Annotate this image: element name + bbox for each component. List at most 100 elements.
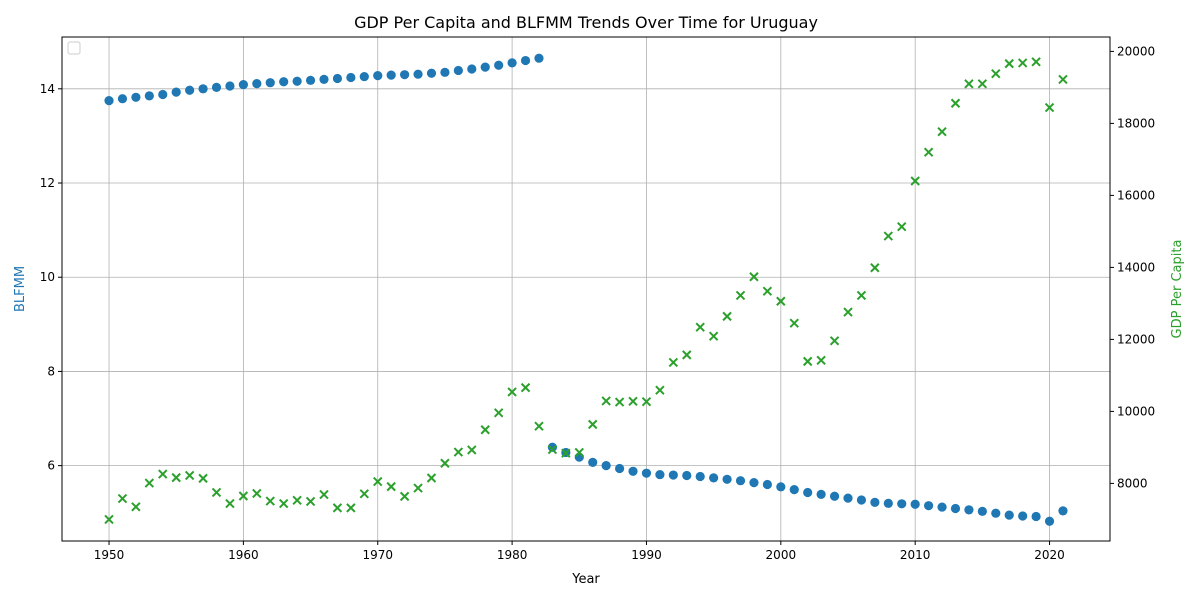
blfmm-point <box>265 78 275 88</box>
left-y-tick-label: 6 <box>47 459 55 473</box>
blfmm-point <box>131 92 141 102</box>
plot-area-frame <box>61 36 1111 542</box>
blfmm-point <box>924 501 934 511</box>
blfmm-point <box>829 491 840 501</box>
blfmm-point <box>440 67 450 77</box>
right-y-tick-label: 8000 <box>1117 476 1148 490</box>
blfmm-point <box>709 473 719 483</box>
blfmm-point <box>870 497 880 507</box>
right-y-tick-label: 16000 <box>1117 188 1155 202</box>
gdp-point <box>991 69 1001 79</box>
blfmm-point <box>762 479 772 490</box>
gdp-point <box>373 476 383 487</box>
right-y-axis-ticks: 8000 10000 12000 14000 16000 18000 20000 <box>1110 44 1155 490</box>
gdp-point <box>225 498 235 509</box>
x-tick-label: 2020 <box>1034 548 1065 562</box>
x-axis-ticks: 1950 1960 1970 1980 1990 2000 2010 2020 <box>94 541 1065 562</box>
gdp-point <box>238 491 249 501</box>
blfmm-point <box>776 482 786 492</box>
blfmm-point <box>171 87 181 97</box>
gdp-point <box>829 336 840 346</box>
blfmm-point <box>856 495 867 505</box>
left-y-tick-label: 12 <box>40 176 55 190</box>
gdp-point <box>413 483 423 493</box>
gdp-point <box>561 448 571 458</box>
gdp-point <box>480 425 490 435</box>
gdp-point <box>923 147 934 157</box>
blfmm-point <box>1018 511 1028 521</box>
blfmm-point <box>507 58 517 68</box>
blfmm-point <box>185 85 195 95</box>
blfmm-point <box>400 70 410 80</box>
blfmm-point <box>158 89 168 100</box>
gdp-point <box>870 263 880 273</box>
blfmm-point <box>883 498 893 508</box>
blfmm-point <box>1058 506 1068 516</box>
gdp-point <box>534 421 544 431</box>
gdp-point <box>278 498 289 509</box>
blfmm-point <box>641 468 652 478</box>
blfmm-point <box>413 69 423 79</box>
blfmm-point <box>1031 511 1041 522</box>
right-y-tick-label: 12000 <box>1117 332 1155 346</box>
blfmm-point <box>520 55 531 66</box>
gdp-point <box>547 444 558 455</box>
blfmm-point <box>359 71 369 82</box>
blfmm-point <box>534 53 544 63</box>
gdp-point <box>453 447 464 457</box>
gdp-point <box>762 286 773 296</box>
gdp-point <box>668 357 679 368</box>
gdp-point <box>735 290 746 301</box>
blfmm-point <box>937 502 947 512</box>
blfmm-point <box>480 62 490 72</box>
blfmm-point <box>346 72 356 83</box>
gdp-point <box>843 307 853 317</box>
blfmm-point <box>1004 510 1014 520</box>
gdp-point <box>641 396 652 407</box>
blfmm-point <box>977 506 987 516</box>
gdp-point <box>359 489 370 499</box>
gdp-point <box>722 311 732 322</box>
blfmm-point <box>104 95 114 106</box>
gdp-point <box>695 322 705 332</box>
gdp-point <box>467 445 477 455</box>
x-tick-label: 2010 <box>900 548 931 562</box>
gdp-point <box>252 488 262 499</box>
gdp-point <box>655 385 665 395</box>
gdp-point <box>386 481 396 492</box>
gdp-point <box>265 496 275 506</box>
blfmm-point <box>991 508 1001 518</box>
blfmm-point <box>668 470 678 480</box>
gdp-point <box>131 502 141 512</box>
gdp-series-points <box>104 57 1068 525</box>
blfmm-point <box>614 463 625 474</box>
gdp-point <box>507 387 517 397</box>
right-y-axis-label: GDP Per Capita <box>1170 240 1185 339</box>
blfmm-point <box>682 470 692 481</box>
gdp-point <box>346 503 356 513</box>
blfmm-point <box>238 79 248 90</box>
blfmm-point <box>117 94 128 104</box>
gdp-point <box>184 470 195 481</box>
blfmm-point <box>373 71 383 81</box>
blfmm-point <box>1044 516 1055 526</box>
blfmm-point <box>628 466 638 476</box>
gdp-point <box>937 126 947 137</box>
gdp-point <box>426 473 437 483</box>
gdp-point <box>802 356 813 367</box>
gdp-point <box>1044 102 1055 113</box>
blfmm-point <box>467 64 477 74</box>
blfmm-point <box>426 68 437 78</box>
left-y-tick-label: 10 <box>40 270 55 284</box>
gdp-point <box>1031 57 1041 67</box>
gdp-point <box>292 495 302 506</box>
blfmm-point <box>950 503 961 514</box>
blfmm-point <box>453 65 463 76</box>
blfmm-point <box>225 81 235 91</box>
gdp-point <box>1058 74 1068 85</box>
gdp-point <box>399 491 410 502</box>
gdp-point <box>897 222 907 232</box>
gdp-point <box>749 272 759 282</box>
right-y-tick-label: 18000 <box>1117 116 1155 130</box>
